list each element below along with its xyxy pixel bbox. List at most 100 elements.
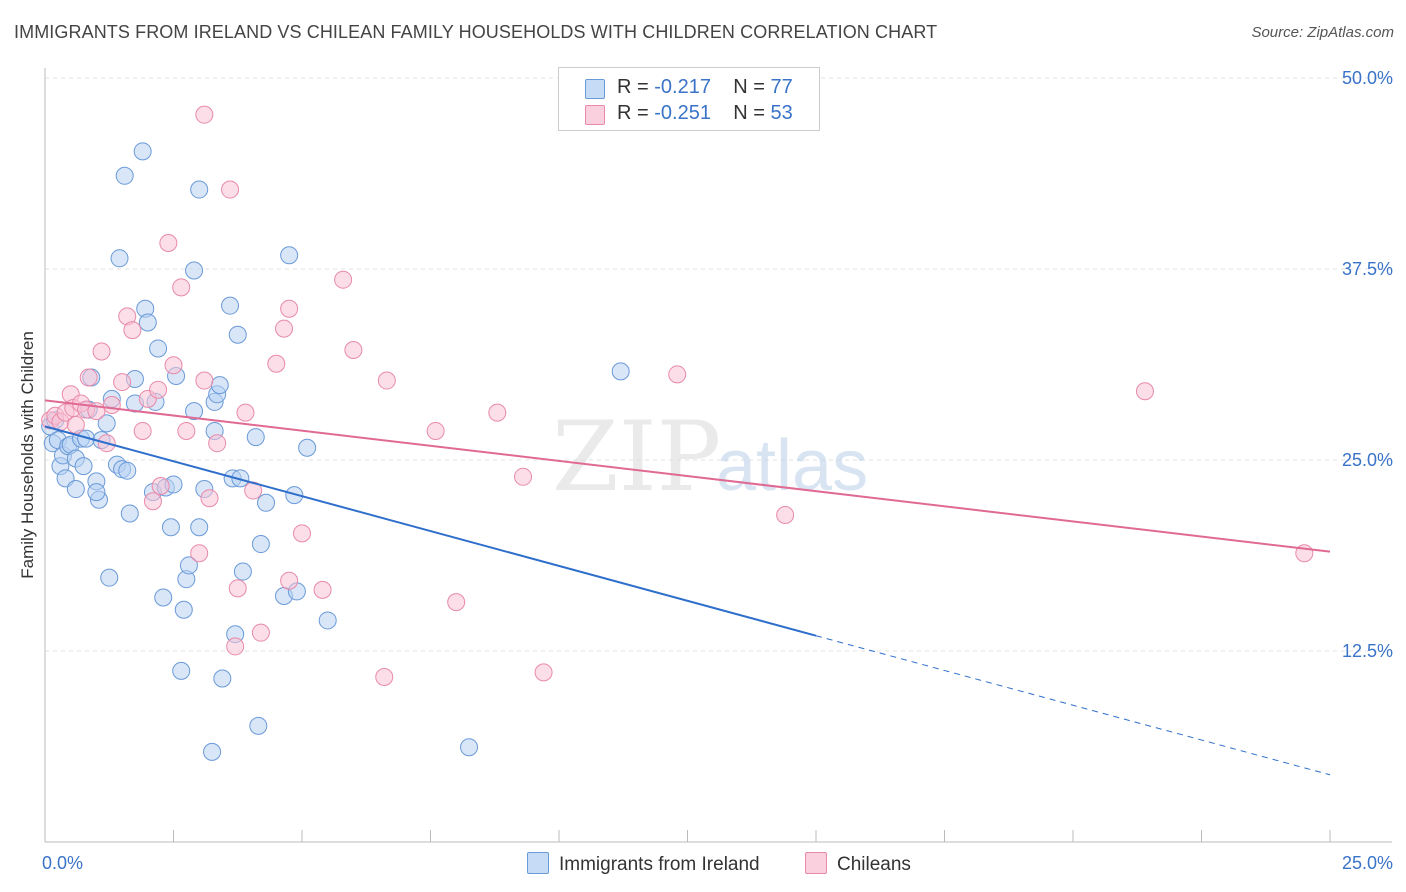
- chile-point-49: [488, 403, 507, 422]
- chile-point-6: [66, 415, 85, 434]
- ireland-point-63: [246, 428, 265, 447]
- ireland-point-37: [154, 588, 173, 607]
- y-tick-label-2: 37.5%: [1342, 259, 1393, 279]
- trend-lines: [44, 399, 1331, 776]
- chile-point-42: [313, 580, 332, 599]
- legend-chileans-r-value: -0.251: [654, 102, 711, 124]
- ireland-point-36: [149, 339, 168, 358]
- ireland-point-18: [87, 483, 106, 502]
- chile-point-24: [172, 278, 191, 297]
- legend-ireland-n-value: 77: [770, 76, 793, 98]
- ireland-point-62: [233, 562, 252, 581]
- chile-point-44: [344, 340, 363, 359]
- ireland-point-72: [318, 611, 337, 630]
- ireland-point-64: [249, 716, 268, 735]
- ireland-point-47: [185, 402, 204, 421]
- axes: [44, 68, 1392, 843]
- chile-point-36: [251, 623, 270, 642]
- source-label: Source: ZipAtlas.com: [1251, 24, 1394, 41]
- y-axis-title: Family Households with Children: [18, 331, 37, 579]
- legend-swatch-chileans: [585, 105, 605, 125]
- ireland-point-45: [179, 556, 198, 575]
- trend-line-chileans: [44, 399, 1331, 553]
- chile-point-53: [776, 506, 795, 525]
- tick-labels: 12.5% 25.0% 37.5% 50.0% 0.0% 25.0%: [42, 68, 1393, 873]
- chile-point-21: [151, 476, 170, 495]
- legend-swatch-ireland: [585, 79, 605, 99]
- bottom-legend-chileans: Chileans: [805, 852, 911, 876]
- chile-point-22: [159, 234, 178, 253]
- ireland-point-21: [100, 568, 119, 587]
- chile-point-50: [514, 467, 533, 486]
- ireland-point-49: [190, 180, 209, 199]
- ireland-point-55: [210, 376, 229, 395]
- ireland-point-57: [221, 296, 240, 315]
- chile-point-30: [208, 434, 227, 453]
- chile-point-32: [226, 637, 245, 656]
- ireland-point-74: [611, 362, 630, 381]
- chile-point-14: [113, 373, 132, 392]
- chile-point-48: [447, 593, 466, 612]
- chile-point-19: [143, 492, 162, 511]
- ireland-point-43: [174, 600, 193, 619]
- chile-point-43: [334, 270, 353, 289]
- chile-point-29: [200, 489, 219, 508]
- chile-point-26: [190, 544, 209, 563]
- bottom-legend-label-ireland: Immigrants from Ireland: [559, 854, 760, 875]
- chile-point-34: [236, 403, 255, 422]
- ireland-point-33: [138, 313, 157, 332]
- grid-lines: [45, 77, 1392, 652]
- trend-line-ireland: [44, 425, 817, 637]
- ireland-point-20: [97, 414, 116, 433]
- ireland-point-65: [251, 535, 270, 554]
- ireland-point-48: [190, 518, 209, 537]
- bottom-legend-swatch-chileans: [805, 852, 827, 874]
- chile-point-54: [1135, 382, 1154, 401]
- ireland-point-61: [231, 469, 250, 488]
- legend-ireland-r-label: R =: [617, 76, 655, 98]
- chile-point-46: [377, 371, 396, 390]
- ireland-point-42: [172, 661, 191, 680]
- chile-point-20: [149, 380, 168, 399]
- chile-point-38: [275, 319, 294, 338]
- watermark-atlas: atlas: [716, 426, 868, 506]
- trend-line-ireland-extrapolated: [815, 635, 1331, 776]
- chart-title: IMMIGRANTS FROM IRELAND VS CHILEAN FAMIL…: [14, 22, 938, 42]
- ireland-point-56: [213, 669, 232, 688]
- legend-ireland-n-label: N =: [733, 76, 771, 98]
- chile-point-23: [164, 356, 183, 375]
- chile-point-47: [426, 421, 445, 440]
- chile-point-40: [280, 299, 299, 318]
- y-tick-label-3: 50.0%: [1342, 68, 1393, 88]
- ireland-point-73: [460, 738, 479, 757]
- ireland-point-28: [120, 504, 139, 523]
- x-tick-label-0: 0.0%: [42, 853, 83, 873]
- chile-point-39: [280, 571, 299, 590]
- ireland-point-46: [185, 261, 204, 280]
- chile-point-37: [267, 354, 286, 373]
- bottom-legend-ireland: Immigrants from Ireland: [527, 852, 760, 876]
- chile-point-25: [177, 421, 196, 440]
- chile-point-28: [195, 371, 214, 390]
- ireland-point-26: [115, 166, 134, 185]
- zipatlas-watermark: ZIP atlas: [552, 401, 868, 513]
- chile-point-27: [195, 105, 214, 124]
- chile-point-11: [92, 342, 111, 361]
- ireland-point-60: [228, 325, 247, 344]
- chile-point-16: [123, 321, 142, 340]
- y-tick-label-0: 12.5%: [1342, 641, 1393, 661]
- chile-point-41: [293, 524, 311, 543]
- ireland-point-71: [298, 438, 317, 457]
- chile-point-9: [79, 368, 98, 387]
- legend-chileans-n-value: 53: [770, 102, 793, 124]
- correlation-legend: R = -0.217 N = 77 R = -0.251 N = 53: [558, 67, 820, 131]
- chile-point-45: [375, 667, 394, 686]
- ireland-point-39: [161, 518, 180, 537]
- ireland-point-27: [118, 461, 137, 480]
- ireland-point-24: [110, 249, 129, 268]
- legend-ireland-r-value: -0.217: [654, 76, 711, 98]
- ireland-point-31: [133, 142, 152, 161]
- chile-point-33: [228, 579, 247, 598]
- bottom-legend-swatch-ireland: [527, 852, 549, 874]
